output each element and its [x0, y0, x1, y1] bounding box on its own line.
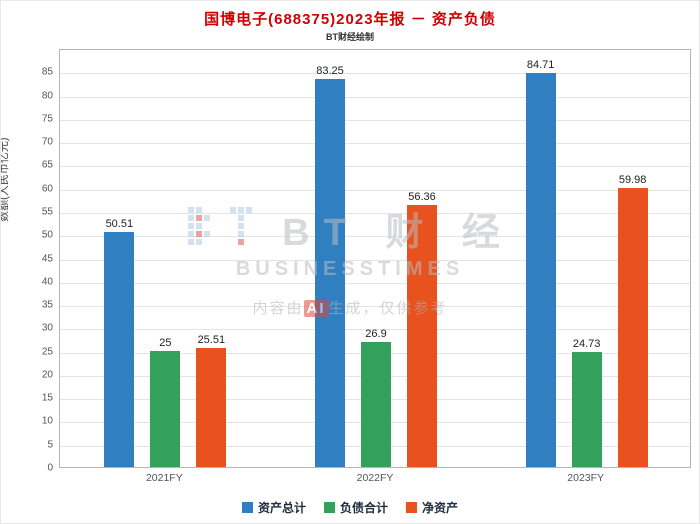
legend: 资产总计 负债合计 净资产	[1, 499, 699, 516]
bar-value-label: 56.36	[408, 190, 436, 203]
y-tick-label: 40	[41, 276, 53, 288]
legend-item-资产总计: 资产总计	[241, 499, 306, 516]
bar-value-label: 59.98	[618, 173, 647, 186]
y-tick-label: 85	[41, 66, 53, 78]
bar-value-label: 26.9	[365, 327, 387, 340]
y-tick-label: 35	[41, 299, 53, 311]
legend-swatch-icon	[406, 502, 417, 513]
gridline	[60, 166, 690, 168]
bar-value-label: 83.25	[316, 65, 344, 78]
legend-item-负债合计: 负债合计	[323, 499, 388, 516]
legend-label: 资产总计	[257, 501, 306, 515]
bar-负债合计-2023FY	[571, 351, 602, 467]
legend-label: 负债合计	[339, 501, 388, 515]
y-tick-label: 55	[41, 206, 53, 218]
y-tick-label: 45	[41, 253, 53, 264]
gridline	[60, 306, 690, 308]
y-tick-label: 30	[41, 322, 53, 334]
bar-value-label: 25	[159, 336, 172, 349]
y-tick-label: 15	[41, 392, 53, 404]
y-tick-label: 0	[47, 462, 53, 474]
x-tick-label-2021FY: 2021FY	[145, 472, 183, 484]
y-tick-label: 50	[41, 229, 53, 241]
plot-area: 50.51 83.25 84.71 25 26.9 24.73 25.51 56.36 59.9…	[59, 49, 691, 468]
bar-value-label: 50.51	[105, 217, 134, 230]
legend-item-净资产: 净资产	[406, 499, 458, 516]
gridline	[60, 212, 690, 214]
bar-净资产-2023FY	[617, 187, 648, 467]
y-tick-label: 25	[41, 346, 53, 358]
bar-净资产-2021FY	[196, 348, 227, 467]
legend-swatch-icon	[323, 502, 335, 513]
y-tick-label: 5	[47, 439, 53, 451]
gridline	[60, 236, 690, 238]
y-tick-label: 75	[41, 113, 53, 125]
bar-value-label: 25.51	[197, 334, 226, 347]
bar-value-label: 24.73	[572, 337, 601, 350]
y-tick-label: 10	[41, 415, 53, 427]
y-tick-label: 80	[41, 90, 53, 102]
gridline	[60, 329, 690, 331]
y-tick-label: 65	[41, 159, 53, 171]
bar-value-label: 84.71	[526, 58, 555, 71]
gridline	[60, 119, 690, 121]
x-tick-label-2023FY: 2023FY	[567, 472, 605, 484]
bar-资产总计-2022FY	[315, 79, 345, 467]
gridline	[60, 282, 690, 284]
bar-净资产-2022FY	[407, 204, 437, 467]
bar-资产总计-2023FY	[525, 72, 556, 467]
gridline	[60, 259, 690, 261]
chart-title: 国博电子(688375)2023年报 － 资产负债	[204, 11, 496, 28]
legend-swatch-icon	[241, 502, 253, 513]
bar-资产总计-2021FY	[104, 231, 135, 467]
legend-label: 净资产	[422, 501, 459, 515]
bar-负债合计-2022FY	[361, 341, 391, 467]
bar-负债合计-2021FY	[150, 350, 181, 467]
y-tick-label: 70	[41, 136, 53, 148]
chart-subtitle: BT财经绘制	[326, 32, 374, 42]
y-tick-label: 20	[41, 369, 53, 381]
gridline	[60, 143, 690, 145]
x-tick-label-2022FY: 2022FY	[356, 472, 394, 484]
gridline	[60, 96, 690, 98]
gridline	[60, 73, 690, 75]
y-tick-label: 60	[41, 183, 53, 195]
gridline	[60, 189, 690, 191]
